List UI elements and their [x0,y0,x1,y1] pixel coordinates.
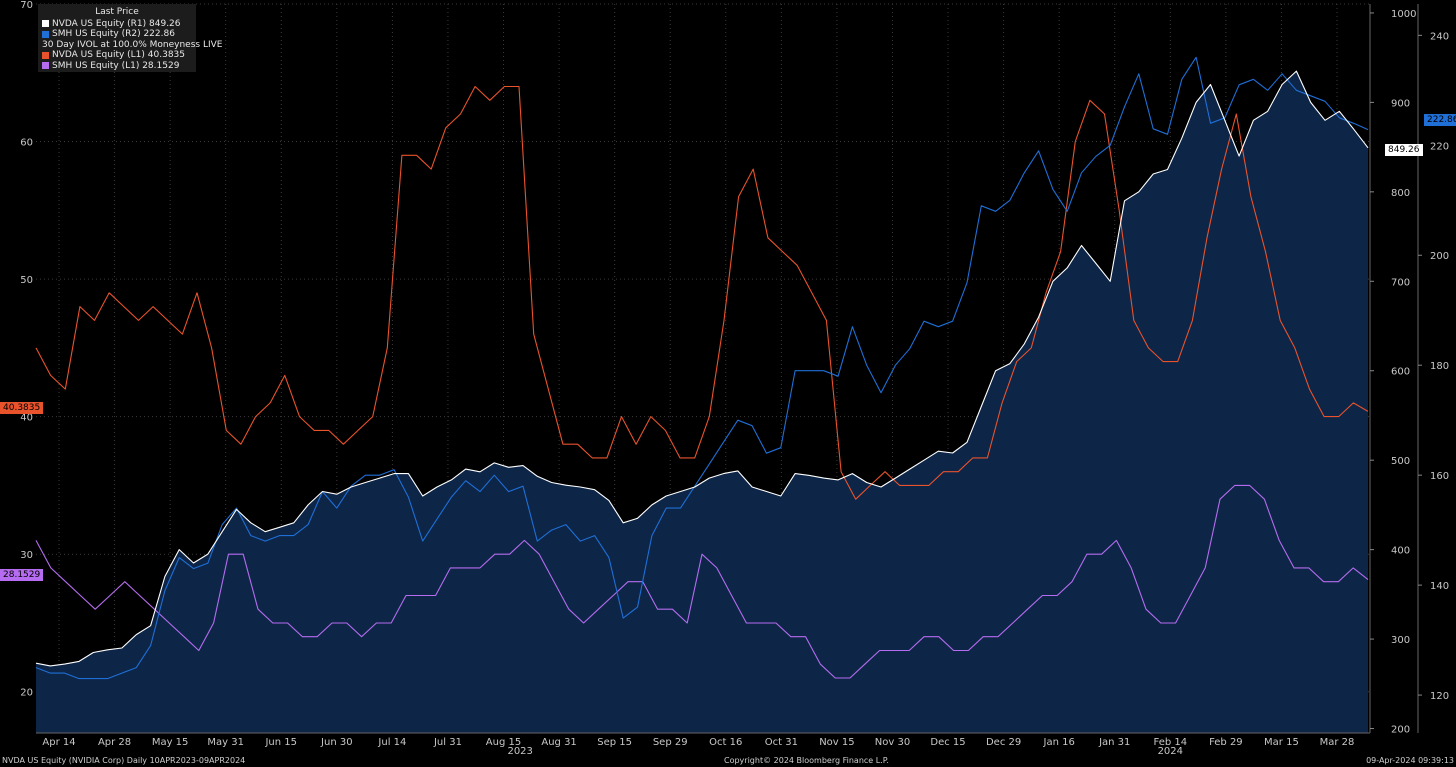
x-tick-label: Jun 15 [264,737,297,748]
r1-axis-tick: 600 [1391,367,1410,378]
x-tick-label: Feb 14 [1153,737,1187,748]
x-tick-label: Mar 15 [1264,737,1299,748]
left-axis-tick: 40 [20,413,33,424]
legend-label: NVDA US Equity (L1) 40.3835 [52,50,186,60]
x-tick-label: Oct 16 [709,737,742,748]
x-tick-label: Nov 15 [819,737,854,748]
nvda-price-value-tag: 849.26 [1385,144,1423,156]
legend-item: SMH US Equity (L1) 28.1529 [42,61,192,72]
legend-label: NVDA US Equity (R1) 849.26 [52,18,181,29]
x-tick-label: Jul 14 [377,737,406,748]
nvda-ivol-line [35,85,1369,500]
nvda-price-line [35,70,1369,667]
legend-item: SMH US Equity (R2) 222.86 [42,29,192,40]
legend-box: Last Price NVDA US Equity (R1) 849.26 SMH… [38,4,222,72]
nvda-price-area [36,71,1368,734]
x-tick-label: Apr 28 [98,737,131,748]
nvda-ivol-value-tag: 40.3835 [0,402,44,414]
smh-ivol-line [35,484,1369,679]
x-tick-label: Jul 31 [433,737,462,748]
legend-swatch [42,62,49,70]
series-lines [35,56,1369,680]
r2-axis-tick: 200 [1430,251,1449,262]
footer-security-info: NVDA US Equity (NVIDIA Corp) Daily 10APR… [2,756,246,765]
legend-header: Last Price [95,7,139,17]
r2-axis-tick: 140 [1430,581,1449,592]
x-tick-label: Jan 16 [1043,737,1075,748]
x-tick-label: Dec 29 [986,737,1021,748]
r1-axis-tick: 700 [1391,277,1410,288]
r2-axis-tick: 120 [1430,691,1449,702]
r1-axis-tick: 300 [1391,635,1410,646]
legend-label: SMH US Equity (L1) 28.1529 [52,60,180,71]
left-axis-tick: 50 [20,275,33,286]
x-tick-label: Sep 15 [597,737,632,748]
legend-swatch [42,51,49,59]
x-tick-label: Mar 28 [1320,737,1355,748]
r1-axis-tick: 900 [1391,98,1410,109]
r2-axis-tick: 160 [1430,471,1449,482]
smh-price-value-tag: 222.86 [1424,114,1456,126]
x-tick-label: Feb 29 [1209,737,1243,748]
x-tick-label: May 15 [152,737,189,748]
legend-label: 30 Day IVOL at 100.0% Moneyness LIVE [42,39,223,50]
axis-ticks: Apr 14 Apr 28 May 15 May 31 Jun 15 Jun 30 Jul … [20,0,1449,757]
legend-swatch [42,30,49,38]
x-tick-label: Oct 31 [765,737,798,748]
legend-item: 30 Day IVOL at 100.0% Moneyness LIVE [42,40,222,51]
r1-axis-tick: 400 [1391,546,1410,557]
r1-axis-tick: 500 [1391,456,1410,467]
r1-axis-tick: 1000 [1391,9,1416,20]
r2-axis-tick: 220 [1430,141,1449,152]
x-tick-label: Dec 15 [930,737,965,748]
x-tick-label: Aug 15 [486,737,521,748]
footer-copyright: Copyright© 2024 Bloomberg Finance L.P. [724,756,889,765]
smh-ivol-value-tag: 28.1529 [0,569,44,581]
price-area-fill [36,71,1368,734]
year-label: 2024 [1158,746,1183,757]
left-axis-tick: 20 [20,688,33,699]
r1-axis-tick: 200 [1391,725,1410,736]
x-tick-label: Jun 30 [320,737,353,748]
legend-swatch [42,20,49,28]
x-tick-label: Apr 14 [42,737,75,748]
left-axis-tick: 30 [20,550,33,561]
left-axis-tick: 70 [20,0,33,11]
x-tick-label: Aug 31 [541,737,576,748]
x-tick-label: Nov 30 [875,737,910,748]
r2-axis-tick: 180 [1430,361,1449,372]
legend-label: SMH US Equity (R2) 222.86 [52,29,175,39]
year-label: 2023 [507,746,532,757]
smh-price-line [35,56,1369,680]
legend-rows: NVDA US Equity (R1) 849.26 SMH US Equity … [42,19,222,72]
x-tick-label: Sep 29 [653,737,688,748]
x-tick-label: May 31 [207,737,244,748]
r2-axis-tick: 240 [1430,31,1449,42]
r1-axis-tick: 800 [1391,188,1410,199]
legend-item: NVDA US Equity (L1) 40.3835 [42,50,192,61]
legend-item: NVDA US Equity (R1) 849.26 [42,19,192,30]
x-tick-label: Jan 31 [1098,737,1130,748]
left-axis-tick: 60 [20,138,33,149]
footer-timestamp: 09-Apr-2024 09:39:13 [1366,756,1454,765]
